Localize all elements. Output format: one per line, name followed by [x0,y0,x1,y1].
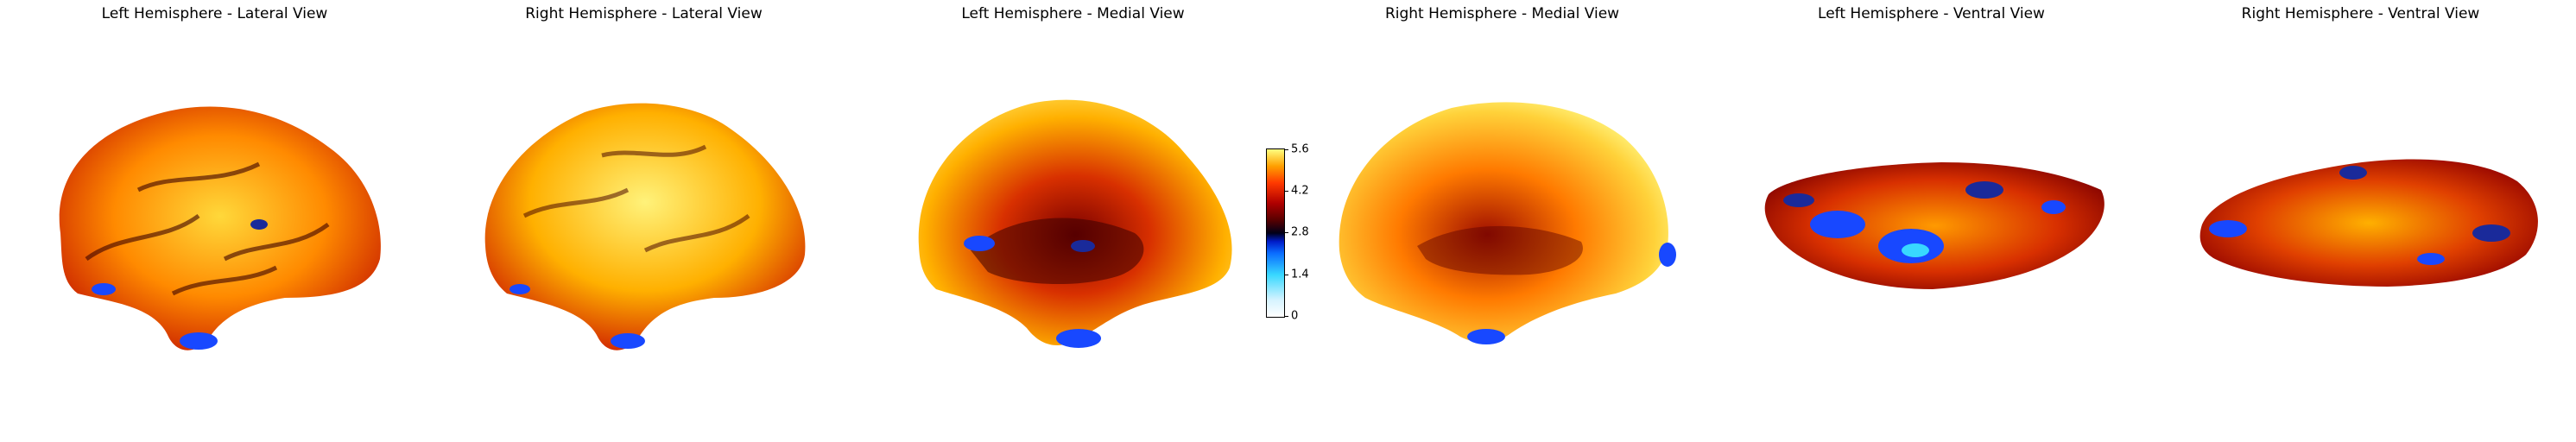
brain-surface-right-ventral [2199,159,2538,287]
panel-title: Left Hemisphere - Ventral View [1818,5,2045,22]
colorbar-tick-label: 5.6 [1291,142,1309,156]
panel-left-medial: Left Hemisphere - Medial View [858,0,1288,442]
brain-surface-right-medial [1339,102,1676,344]
colorbar-tick [1284,149,1288,150]
panel-left-ventral: Left Hemisphere - Ventral View [1717,0,2146,442]
panel-title: Left Hemisphere - Lateral View [101,5,328,22]
panel-left-lateral: Left Hemisphere - Lateral View [0,0,429,442]
panel-right-medial: Right Hemisphere - Medial View [1288,0,1717,442]
panel-right-ventral: Right Hemisphere - Ventral View [2146,0,2575,442]
colorbar-tick [1284,232,1288,233]
brain-surface-left-ventral [1764,162,2104,289]
brain-surface-left-medial [918,99,1232,348]
panel-title: Right Hemisphere - Medial View [1384,5,1620,22]
brain-surface-left-lateral [59,106,381,350]
colorbar-tick-label: 0 [1291,309,1299,323]
panel-title: Right Hemisphere - Ventral View [2241,5,2480,22]
panel-title: Right Hemisphere - Lateral View [525,5,763,22]
colorbar: 0 1.4 2.8 4.2 5.6 [1266,143,1335,323]
panel-title: Left Hemisphere - Medial View [961,5,1185,22]
colorbar-tick-label: 1.4 [1291,268,1309,281]
brain-surface-right-lateral [484,103,806,350]
panel-right-lateral: Right Hemisphere - Lateral View [429,0,858,442]
colorbar-gradient [1266,148,1285,318]
colorbar-tick-label: 4.2 [1291,184,1309,198]
colorbar-tick-label: 2.8 [1291,225,1309,239]
colorbar-tick [1284,316,1288,317]
colorbar-tick [1284,191,1288,192]
